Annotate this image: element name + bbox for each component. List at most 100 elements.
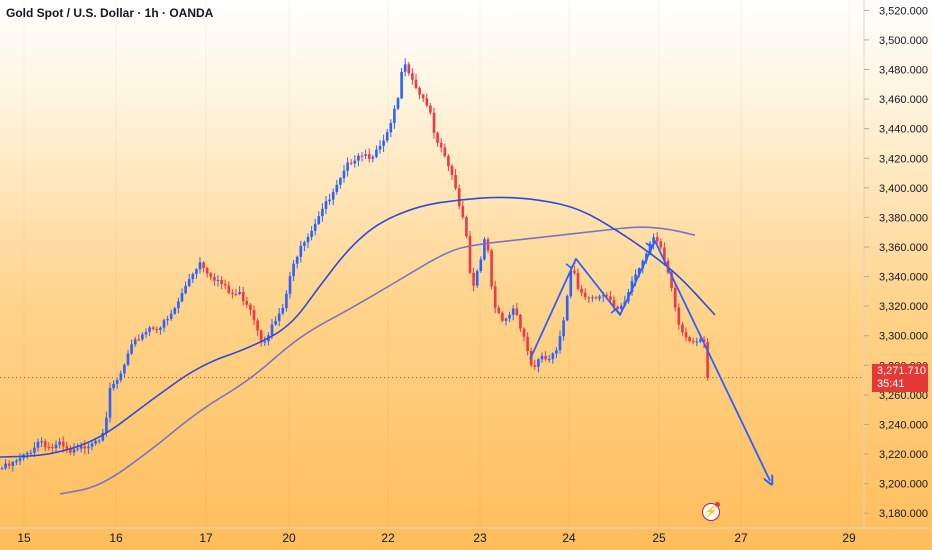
candle-body <box>115 380 119 384</box>
candle-body <box>357 155 360 161</box>
candle-body <box>277 313 281 321</box>
candle-body <box>519 314 522 329</box>
candle-body <box>616 306 619 309</box>
candle-body <box>454 174 457 189</box>
candle-body <box>205 268 209 274</box>
candle-body <box>555 350 558 354</box>
candle-body <box>479 259 483 272</box>
candle-body <box>411 73 414 80</box>
candle-body <box>702 339 706 343</box>
candle-body <box>119 373 123 381</box>
candle-body <box>371 156 375 159</box>
candle-body <box>79 446 83 449</box>
candle-body <box>634 274 637 281</box>
price-tick-label: 3,500.000 <box>879 35 928 47</box>
fast-moving-average[interactable] <box>0 196 716 458</box>
candle-body <box>457 188 461 207</box>
candle-body <box>18 458 22 461</box>
candle-body <box>378 145 382 150</box>
candle-body <box>76 448 79 450</box>
candle-body <box>562 320 565 337</box>
candle-body <box>353 160 357 164</box>
price-tick-label: 3,420.000 <box>879 153 928 165</box>
price-tick-label: 3,460.000 <box>879 94 928 106</box>
candle-body <box>382 140 385 146</box>
price-tick-label: 3,360.000 <box>879 242 928 254</box>
time-tick-label: 17 <box>199 531 213 545</box>
candle-body <box>400 71 403 99</box>
candle-body <box>339 178 342 185</box>
candle-body <box>439 142 443 148</box>
candle-body <box>508 314 511 319</box>
candle-body <box>295 256 299 264</box>
candle-body <box>285 293 288 309</box>
candle-body <box>591 297 594 299</box>
candle-body <box>375 149 378 157</box>
price-tick-label: 3,260.000 <box>879 390 928 402</box>
candle-body <box>306 236 310 243</box>
candle-body <box>69 448 72 453</box>
candle-body <box>501 313 504 321</box>
candle-body <box>364 154 367 156</box>
candle-body <box>51 447 54 449</box>
candle-body <box>443 147 447 157</box>
candle-body <box>245 301 249 305</box>
candle-body <box>303 242 306 246</box>
candle-body <box>97 440 101 442</box>
candle-body <box>313 223 317 231</box>
candle-body <box>342 170 346 179</box>
candle-body <box>108 388 112 418</box>
candle-body <box>565 296 569 321</box>
slow-moving-average[interactable] <box>59 226 696 495</box>
candle-body <box>609 296 612 300</box>
candle-body <box>90 443 94 447</box>
candle-body <box>94 440 97 444</box>
chart-title: Gold Spot / U.S. Dollar · 1h · OANDA <box>6 6 214 20</box>
projection-arrow-drawing[interactable] <box>529 240 770 481</box>
candle-body <box>159 327 162 330</box>
candle-body <box>33 447 36 453</box>
time-axis[interactable]: 15 16 17 20 22 23 24 25 27 29 <box>17 531 856 545</box>
candle-body <box>691 341 695 343</box>
time-tick-label: 22 <box>381 531 395 545</box>
candle-body <box>594 297 598 299</box>
price-tick-label: 3,380.000 <box>879 212 928 224</box>
candle-body <box>583 292 587 298</box>
candle-body <box>573 270 576 274</box>
candle-body <box>601 295 605 297</box>
candle-body <box>677 307 681 325</box>
candle-body <box>202 262 205 269</box>
candle-body <box>684 332 688 338</box>
candle-body <box>0 468 4 470</box>
candle-body <box>465 217 468 237</box>
candle-body <box>580 288 583 293</box>
candle-body <box>43 441 47 448</box>
candle-body <box>191 274 195 280</box>
candle-body <box>663 247 666 261</box>
candle-body <box>112 383 115 389</box>
lightning-icon[interactable]: ⚡ <box>702 503 720 521</box>
price-axis[interactable]: 3,180.000 3,200.000 3,220.000 3,240.000 3,26… <box>864 5 928 520</box>
candle-body <box>695 341 699 343</box>
candle-body <box>533 365 537 367</box>
candle-body <box>11 462 15 466</box>
candle-body <box>475 271 479 286</box>
time-tick-label: 23 <box>473 531 487 545</box>
candle-body <box>7 463 11 466</box>
candle-body <box>551 353 555 360</box>
time-tick-label: 15 <box>17 531 31 545</box>
candle-body <box>421 94 425 99</box>
price-tick-label: 3,340.000 <box>879 272 928 284</box>
candle-body <box>648 243 652 254</box>
candle-body <box>407 64 411 74</box>
candle-body <box>187 279 191 286</box>
price-tick-label: 3,520.000 <box>879 5 928 17</box>
candle-body <box>223 284 227 286</box>
price-tick-label: 3,300.000 <box>879 331 928 343</box>
candle-body <box>151 327 155 329</box>
candle-body <box>180 293 184 302</box>
candle-body <box>655 237 659 242</box>
candle-body <box>4 463 7 469</box>
